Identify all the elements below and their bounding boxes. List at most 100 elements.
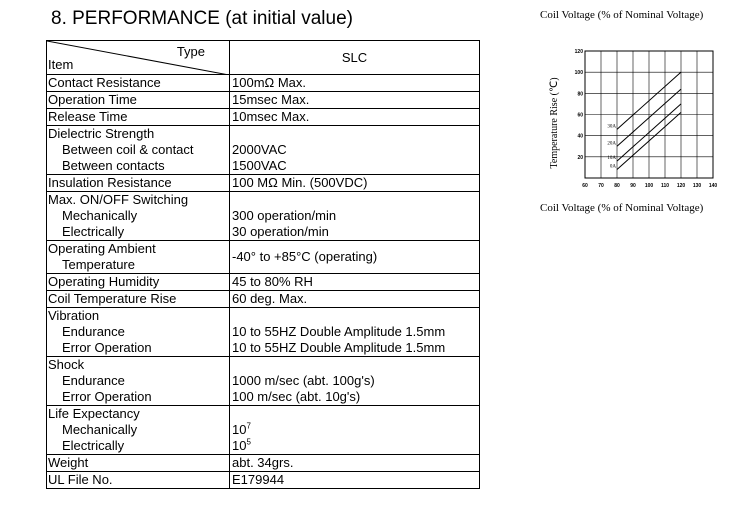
row-value: E179944: [229, 471, 480, 489]
row-value-group: 107 105: [229, 405, 480, 455]
table-row: UL File No. E179944: [46, 471, 480, 489]
sub-label: Endurance: [62, 373, 125, 388]
series-label: 30A: [607, 124, 616, 129]
x-tick-label: 60: [582, 183, 588, 189]
x-tick-label: 80: [614, 183, 620, 189]
chart-ticks: 60 70 80 90 100 110 120 130 140 20 40 60 80 100 120: [575, 49, 718, 189]
header-type: Type: [176, 44, 205, 59]
series-line: [616, 88, 682, 147]
table-row: Shock Endurance Error Operation 1000 m/s…: [46, 356, 480, 406]
row-value-group: 1000 m/sec (abt. 100g's) 100 m/sec (abt.…: [229, 356, 480, 406]
row-value: 10 to 55HZ Double Amplitude 1.5mm: [232, 324, 446, 339]
row-label-group: Operating Ambient Temperature: [46, 240, 230, 274]
table-row: Dielectric Strength Between coil & conta…: [46, 125, 480, 175]
sub-label: Error Operation: [62, 389, 152, 404]
row-label: UL File No.: [46, 471, 230, 489]
table-row: Operating Ambient Temperature -40° to +8…: [46, 240, 480, 274]
row-value: abt. 34grs.: [229, 454, 480, 472]
row-label: Release Time: [46, 108, 230, 126]
value-base: 10: [232, 422, 247, 437]
x-tick-label: 90: [630, 183, 636, 189]
row-value: 10msec Max.: [229, 108, 480, 126]
row-label: Weight: [46, 454, 230, 472]
row-label: Operating Humidity: [46, 273, 230, 291]
row-value: 1500VAC: [232, 158, 287, 173]
row-label: Shock: [48, 357, 85, 372]
row-value: 60 deg. Max.: [229, 290, 480, 308]
row-value: 45 to 80% RH: [229, 273, 480, 291]
row-value: 100 MΩ Min. (500VDC): [229, 174, 480, 192]
row-value: -40° to +85°C (operating): [229, 240, 480, 274]
table-row: Insulation Resistance 100 MΩ Min. (500VD…: [46, 174, 480, 192]
series-line: [616, 103, 682, 162]
row-value: 1000 m/sec (abt. 100g's): [232, 373, 375, 388]
row-label-group: Shock Endurance Error Operation: [46, 356, 230, 406]
chart-series: 30A 20A 10A 0A: [607, 71, 682, 170]
header-diagonal: [47, 41, 229, 75]
x-tick-label: 140: [709, 183, 718, 189]
row-label: Life Expectancy: [48, 406, 140, 421]
row-label: Contact Resistance: [46, 74, 230, 92]
table-row: Life Expectancy Mechanically Electricall…: [46, 405, 480, 455]
row-label: Dielectric Strength: [48, 126, 155, 141]
row-label: Operating Ambient: [48, 241, 156, 256]
row-label-group: Max. ON/OFF Switching Mechanically Elect…: [46, 191, 230, 241]
row-value: 30 operation/min: [232, 224, 329, 239]
chart-caption-bottom: Coil Voltage (% of Nominal Voltage): [540, 202, 704, 214]
y-tick-label: 40: [577, 134, 583, 140]
table-row: Max. ON/OFF Switching Mechanically Elect…: [46, 191, 480, 241]
x-tick-label: 110: [661, 183, 669, 189]
chart-caption-top: Coil Voltage (% of Nominal Voltage): [540, 9, 704, 21]
row-value-group: 2000VAC 1500VAC: [229, 125, 480, 175]
series-label: 10A: [607, 156, 616, 161]
row-value-group: 300 operation/min 30 operation/min: [229, 191, 480, 241]
row-value: 10 to 55HZ Double Amplitude 1.5mm: [232, 340, 446, 355]
series-label: 20A: [607, 141, 616, 146]
header-item-cell: Type Item: [46, 40, 230, 75]
row-label: Coil Temperature Rise: [46, 290, 230, 308]
x-tick-label: 100: [645, 183, 654, 189]
value-exponent: 5: [246, 437, 251, 447]
table-row: Coil Temperature Rise 60 deg. Max.: [46, 290, 480, 308]
chart-grid: [584, 50, 714, 179]
header-item: Item: [48, 57, 74, 72]
series-line: [616, 71, 682, 130]
y-tick-label: 100: [575, 70, 584, 76]
sub-label: Between contacts: [62, 158, 165, 173]
row-label-group: Dielectric Strength Between coil & conta…: [46, 125, 230, 175]
table-row: Operating Humidity 45 to 80% RH: [46, 273, 480, 291]
table-header-row: Type Item SLC: [46, 40, 480, 75]
value-exponent: 7: [246, 421, 251, 431]
x-tick-label: 130: [693, 183, 702, 189]
row-label: Max. ON/OFF Switching: [48, 192, 189, 207]
table-row: Weight abt. 34grs.: [46, 454, 480, 472]
x-tick-label: 70: [598, 183, 604, 189]
series-label: 0A: [610, 165, 617, 170]
row-value: 2000VAC: [232, 142, 287, 157]
row-value: 100mΩ Max.: [229, 74, 480, 92]
row-label: Operation Time: [46, 91, 230, 109]
table-row: Operation Time 15msec Max.: [46, 91, 480, 109]
y-tick-label: 80: [577, 91, 583, 97]
sub-label: Mechanically: [62, 208, 138, 223]
row-value: 300 operation/min: [232, 208, 337, 223]
table-row: Vibration Endurance Error Operation 10 t…: [46, 307, 480, 357]
x-tick-label: 120: [677, 183, 686, 189]
row-value: 100 m/sec (abt. 10g's): [232, 389, 361, 404]
row-value: 107: [232, 422, 478, 438]
value-base: 10: [232, 438, 247, 453]
section-title: 8. PERFORMANCE (at initial value): [51, 8, 353, 29]
header-model: SLC: [229, 40, 480, 75]
table-row: Release Time 10msec Max.: [46, 108, 480, 126]
row-value: 105: [232, 438, 478, 454]
sub-label: Between coil & contact: [62, 142, 194, 157]
series-line: [616, 112, 682, 170]
row-label: Insulation Resistance: [46, 174, 230, 192]
y-tick-label: 60: [577, 113, 583, 119]
sub-label: Endurance: [62, 324, 125, 339]
sub-label: Temperature: [62, 257, 135, 272]
sub-label: Electrically: [62, 224, 125, 239]
sub-label: Mechanically: [62, 422, 138, 437]
y-axis-label: Temperature Rise (℃): [549, 77, 560, 168]
y-tick-label: 120: [575, 49, 584, 55]
